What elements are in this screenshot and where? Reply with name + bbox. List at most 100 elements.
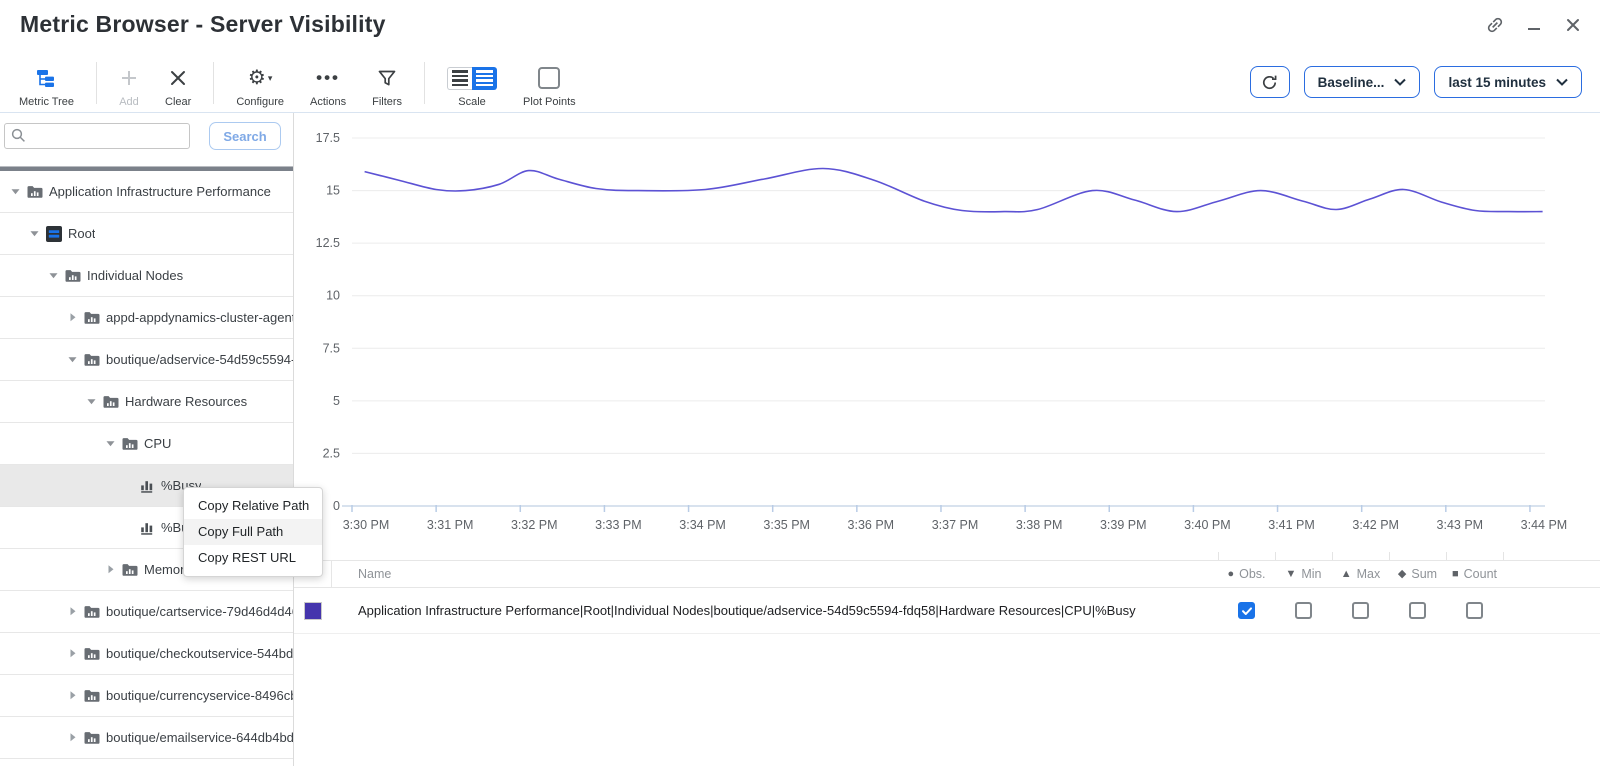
toolbar-divider (0, 112, 1600, 113)
caret-right-icon[interactable] (67, 606, 84, 617)
tree-item-label: boutique/checkoutservice-544bdf649 (106, 646, 293, 661)
caret-down-icon[interactable] (105, 438, 122, 449)
checked-checkbox-obs[interactable] (1238, 602, 1255, 619)
close-icon[interactable] (1562, 14, 1584, 36)
caret-down-icon[interactable] (48, 270, 65, 281)
tree-item[interactable]: boutique/currencyservice-8496cb5c7 (0, 675, 293, 717)
bar-chart-icon (140, 478, 155, 493)
title-bar: Metric Browser - Server Visibility (0, 0, 1600, 52)
chevron-down-icon (1394, 78, 1407, 86)
tree-item[interactable]: Individual Nodes (0, 255, 293, 297)
caret-right-icon[interactable] (67, 648, 84, 659)
minimize-icon[interactable] (1523, 14, 1545, 36)
square-icon: ■ (1451, 567, 1459, 580)
checkbox-count[interactable] (1466, 602, 1483, 619)
x-tick-label: 3:44 PM (1521, 518, 1568, 532)
add-button[interactable]: Add (106, 58, 152, 108)
triangle-up-icon: ▲ (1340, 567, 1352, 580)
y-tick-label: 12.5 (316, 236, 340, 250)
metric-tree: Application Infrastructure Performance Ro… (0, 171, 293, 766)
baseline-dropdown-label: Baseline... (1317, 74, 1385, 90)
tree-item[interactable]: appd-appdynamics-cluster-agent-app (0, 297, 293, 339)
scale-label: Scale (458, 96, 486, 108)
x-tick-label: 3:35 PM (763, 518, 810, 532)
ellipsis-icon: ••• (316, 68, 340, 87)
toolbar: Metric Tree Add Clear ⚙ ▾ Configure ••• … (0, 54, 1600, 112)
triangle-down-icon: ▼ (1285, 567, 1297, 580)
tree-item[interactable]: %Bu (0, 507, 293, 549)
metric-tree-button[interactable]: Metric Tree (6, 58, 87, 108)
caret-right-icon[interactable] (67, 732, 84, 743)
caret-right-icon[interactable] (67, 312, 84, 323)
metric-line-series[interactable] (364, 167, 1543, 213)
tree-item[interactable]: boutique/checkoutservice-544bdf649 (0, 633, 293, 675)
tree-item[interactable]: Memory (0, 549, 293, 591)
scale-toggle[interactable]: Scale (434, 58, 510, 108)
stat-column-label: Min (1301, 567, 1322, 581)
stat-cell-max (1332, 602, 1389, 619)
splitter-handle[interactable] (0, 166, 293, 171)
tree-item[interactable]: boutique/emailservice-644db4bdf8-lc (0, 717, 293, 759)
folder-metrics-icon (65, 269, 81, 283)
link-icon[interactable] (1484, 14, 1506, 36)
tree-item[interactable]: Hardware Resources (0, 381, 293, 423)
checkbox-min[interactable] (1295, 602, 1312, 619)
window-controls (1484, 14, 1584, 36)
x-tick-label: 3:37 PM (932, 518, 979, 532)
checkbox-max[interactable] (1352, 602, 1369, 619)
stat-column-label: Count (1463, 567, 1497, 581)
stat-column-header-obs: ● Obs. (1218, 567, 1275, 581)
column-divider (1218, 552, 1219, 560)
caret-right-icon[interactable] (67, 690, 84, 701)
table-row[interactable]: Application Infrastructure Performance|R… (294, 588, 1600, 634)
folder-metrics-icon (84, 311, 100, 325)
time-range-dropdown[interactable]: last 15 minutes (1434, 66, 1582, 98)
tree-item[interactable]: Application Infrastructure Performance (0, 171, 293, 213)
folder-metrics-icon (122, 563, 138, 577)
tree-item-label: Memory (144, 562, 191, 577)
tree-item-label: %Bu (161, 520, 189, 535)
checkbox-sum[interactable] (1409, 602, 1426, 619)
clear-button[interactable]: Clear (152, 58, 204, 108)
scale-compact-segment[interactable] (447, 66, 473, 90)
stat-cell-obs (1218, 602, 1275, 619)
configure-button[interactable]: ⚙ ▾ Configure (223, 58, 297, 108)
search-button[interactable]: Search (209, 122, 281, 150)
caret-down-icon[interactable] (10, 186, 27, 197)
tree-item-label: boutique/emailservice-644db4bdf8-lc (106, 730, 293, 745)
search-input[interactable] (4, 123, 190, 149)
baseline-dropdown[interactable]: Baseline... (1303, 66, 1421, 98)
scale-dense-segment[interactable] (472, 66, 498, 90)
tree-item[interactable]: CPU (0, 423, 293, 465)
actions-button[interactable]: ••• Actions (297, 58, 359, 108)
metric-tree-icon (36, 64, 58, 92)
swatch-cell (294, 601, 332, 620)
caret-right-icon[interactable] (105, 564, 122, 575)
y-tick-label: 15 (326, 184, 340, 198)
x-tick-label: 3:30 PM (343, 518, 390, 532)
column-stubs (294, 552, 1600, 560)
caret-down-icon[interactable] (86, 396, 103, 407)
chart-svg[interactable]: 0 2.5 5 7.5 10 12.5 15 17.5 3:30 PM 3:31 PM 3:32 P… (290, 113, 1600, 560)
swatch-column-header (294, 561, 332, 587)
stat-cell-count (1446, 602, 1503, 619)
caret-down-icon[interactable] (29, 228, 46, 239)
context-menu-item[interactable]: Copy Full Path (184, 519, 322, 545)
context-menu-item[interactable]: Copy REST URL (198, 550, 297, 565)
checkbox-icon[interactable] (538, 67, 561, 89)
plot-points-toggle[interactable]: Plot Points (510, 58, 589, 108)
x-icon (169, 64, 187, 92)
caret-down-icon[interactable] (67, 354, 84, 365)
stat-column-label: Obs. (1239, 567, 1266, 581)
tree-item[interactable]: boutique/adservice-54d59c5594-fdq5 (0, 339, 293, 381)
configure-label: Configure (236, 96, 285, 108)
tree-item[interactable]: Root (0, 213, 293, 255)
tree-item-label: CPU (144, 436, 172, 451)
stat-column-header-max: ▲ Max (1332, 567, 1389, 581)
folder-metrics-icon (84, 689, 100, 703)
tree-item[interactable]: boutique/cartservice-79d46d4d46-9b (0, 591, 293, 633)
refresh-button[interactable] (1249, 66, 1290, 98)
scale-toggle-icon[interactable] (447, 66, 498, 90)
context-menu-item[interactable]: Copy Relative Path (198, 498, 310, 513)
filters-button[interactable]: Filters (359, 58, 415, 108)
